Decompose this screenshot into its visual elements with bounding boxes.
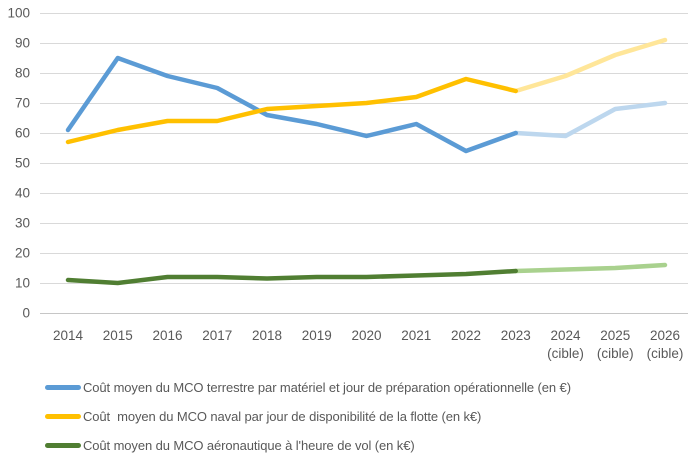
x-tick-label: 2023 [501, 328, 531, 343]
chart-legend: Coût moyen du MCO terrestre par matériel… [45, 377, 571, 456]
y-tick-label: 90 [15, 36, 30, 51]
x-tick-label: 2024 [550, 328, 581, 343]
legend-item-mco-terrestre: Coût moyen du MCO terrestre par matériel… [45, 377, 571, 398]
legend-label: Coût moyen du MCO naval par jour de disp… [83, 409, 482, 424]
y-tick-label: 30 [15, 216, 30, 231]
x-tick-cible-label: (cible) [597, 346, 634, 361]
legend-swatch-mco-terrestre [45, 385, 81, 390]
legend-swatch-mco-naval [45, 414, 81, 419]
x-tick-label: 2026 [650, 328, 680, 343]
legend-swatch-mco-aeronautique [45, 443, 81, 448]
y-tick-label: 10 [15, 276, 30, 291]
series-line-mco-aeronautique-cible [513, 262, 668, 274]
legend-item-mco-aeronautique: Coût moyen du MCO aéronautique à l'heure… [45, 435, 571, 456]
legend-label: Coût moyen du MCO terrestre par matériel… [83, 380, 571, 395]
y-tick-label: 40 [15, 186, 30, 201]
x-tick-label: 2017 [202, 328, 232, 343]
x-tick-label: 2020 [351, 328, 381, 343]
series-line-mco-aeronautique [65, 268, 518, 286]
x-tick-label: 2018 [252, 328, 282, 343]
x-tick-label: 2019 [302, 328, 332, 343]
legend-label: Coût moyen du MCO aéronautique à l'heure… [83, 438, 415, 453]
series-line-mco-terrestre-cible [513, 100, 668, 139]
y-tick-label: 50 [15, 156, 30, 171]
x-tick-label: 2016 [152, 328, 182, 343]
x-tick-cible-label: (cible) [547, 346, 584, 361]
x-tick-label: 2015 [103, 328, 133, 343]
legend-item-mco-naval: Coût moyen du MCO naval par jour de disp… [45, 406, 571, 427]
y-tick-label: 20 [15, 246, 30, 261]
series-line-mco-terrestre [65, 55, 518, 154]
series-line-mco-naval-cible [513, 37, 668, 94]
series-line-mco-naval [65, 76, 518, 145]
y-tick-label: 70 [15, 96, 30, 111]
y-tick-label: 60 [15, 126, 30, 141]
x-tick-label: 2022 [451, 328, 481, 343]
x-tick-label: 2021 [401, 328, 431, 343]
y-tick-label: 0 [22, 306, 30, 321]
y-tick-label: 100 [7, 6, 30, 21]
x-tick-label: 2025 [600, 328, 630, 343]
x-tick-label: 2014 [53, 328, 84, 343]
x-tick-cible-label: (cible) [647, 346, 684, 361]
y-tick-label: 80 [15, 66, 30, 81]
